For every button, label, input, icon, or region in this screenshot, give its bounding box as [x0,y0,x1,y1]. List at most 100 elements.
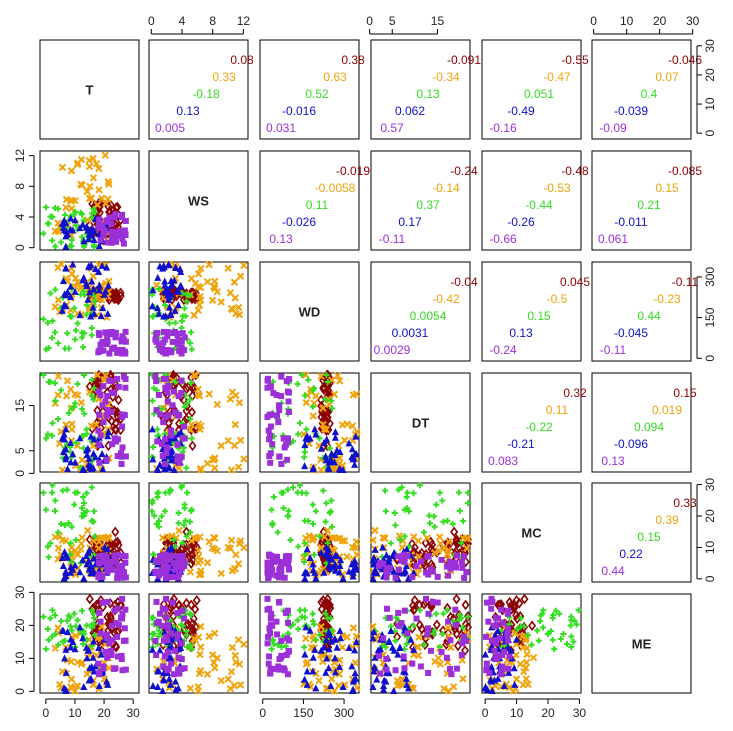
data-point [317,372,325,380]
scatter-me-vs-dt [369,593,472,695]
data-point [49,334,56,341]
data-point [112,641,121,653]
data-point [159,566,166,573]
data-point [284,512,291,519]
data-point [371,664,379,672]
data-point [67,293,75,301]
data-point [465,613,471,620]
data-point [109,233,116,240]
data-point [495,615,502,622]
data-point [175,453,182,460]
data-point [410,542,419,553]
data-point [336,656,344,664]
data-point [348,445,356,453]
tick-label: 30 [13,585,27,599]
panel-mc-wd [259,482,360,583]
data-point [157,411,164,418]
data-point [458,540,465,547]
data-point [524,632,531,639]
data-point [402,561,410,569]
data-point [182,383,191,395]
data-point [410,490,417,497]
scatter-dt-vs-t [40,369,129,474]
data-point [426,520,433,527]
data-point [155,518,162,525]
data-point [196,533,204,541]
data-point [40,489,47,496]
data-point [234,463,243,471]
data-point [456,507,463,514]
data-point [404,630,411,637]
data-point [301,540,308,547]
data-point [409,574,416,581]
data-point [84,226,92,234]
data-point [155,489,162,496]
data-point [303,667,311,675]
data-point [74,380,81,387]
data-point [99,338,106,345]
data-point [90,309,98,317]
data-point [71,610,78,617]
data-point [535,637,542,644]
data-point [208,651,217,659]
data-point [183,298,190,305]
data-point [276,402,283,409]
data-point [386,614,393,621]
data-point [77,291,84,298]
data-point [322,425,331,434]
data-point [284,435,291,442]
data-point [510,664,518,672]
data-point [65,612,72,619]
data-point [168,427,175,434]
data-point [109,345,116,352]
correlation-label: -0.42 [432,292,460,306]
data-point [120,569,127,576]
data-point [573,621,580,628]
data-point [62,445,70,453]
data-point [317,622,325,631]
data-point [59,627,67,635]
data-point [163,450,170,457]
scatter-me-vs-ws [148,593,248,695]
data-point [165,303,173,311]
data-point [87,432,95,440]
data-point [100,663,107,670]
data-point [51,507,58,514]
data-point [509,687,518,695]
data-point [236,272,245,280]
data-point [323,654,331,662]
data-point [153,598,160,605]
data-point [79,276,87,284]
data-point [176,411,183,418]
data-point [265,633,272,640]
data-point [59,277,67,285]
data-point [81,330,88,337]
data-point [95,660,102,667]
data-point [333,552,341,560]
data-point [463,637,470,644]
tick-label: 4 [179,14,186,28]
data-point [181,522,188,529]
data-point [294,489,301,496]
correlation-label: 0.051 [524,87,554,101]
data-point [236,436,245,444]
data-point [301,392,308,399]
data-point [169,402,176,409]
data-point [224,543,232,552]
data-point [51,380,58,387]
data-point [309,501,316,508]
data-point [205,390,213,398]
data-point [78,533,86,542]
data-point [104,598,111,605]
data-point [83,430,90,437]
data-point [90,449,98,457]
correlation-label: -0.53 [543,181,571,195]
data-point [108,331,115,338]
data-point [167,290,175,298]
data-point [164,556,171,563]
data-point [154,304,162,312]
data-point [370,560,378,568]
data-point [80,683,88,691]
data-point [83,311,90,318]
data-point [275,663,282,670]
